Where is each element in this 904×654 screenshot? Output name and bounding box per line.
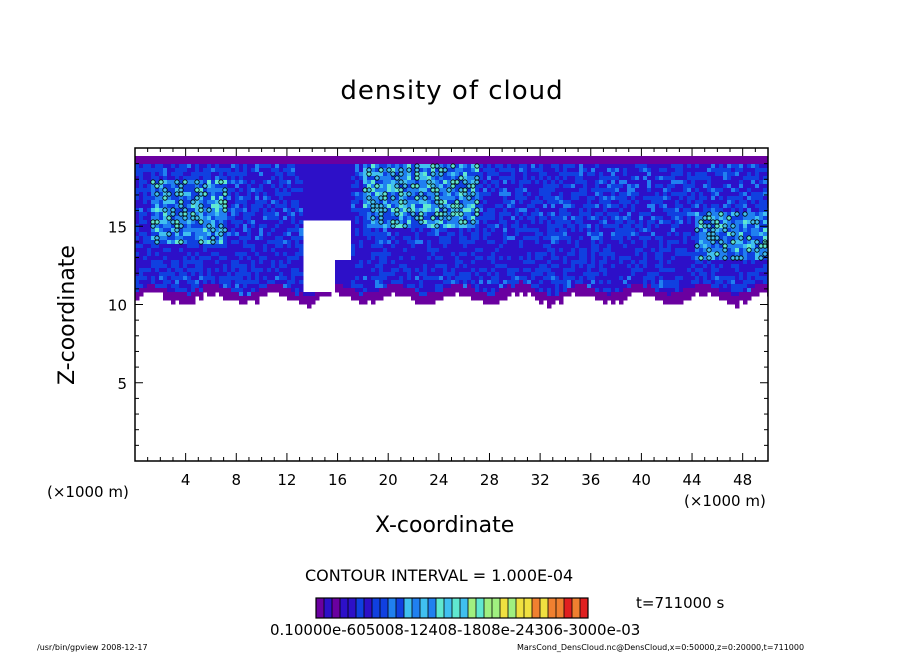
- y-tick-label: 10: [108, 297, 127, 315]
- x-axis-label: X-coordinate: [375, 513, 515, 538]
- x-tick-label: 12: [277, 471, 296, 489]
- y-tick-label: 5: [117, 375, 127, 393]
- y-axis-label: Z-coordinate: [55, 245, 80, 385]
- x-tick-label: 20: [379, 471, 398, 489]
- chart-title: density of cloud: [340, 76, 564, 106]
- colorbar-frame: [315, 597, 589, 619]
- contour-interval-label: CONTOUR INTERVAL = 1.000E-04: [305, 566, 574, 585]
- x-unit-label-right: (×1000 m): [684, 492, 766, 510]
- x-tick-label: 4: [181, 471, 191, 489]
- y-tick-label: 15: [108, 218, 127, 236]
- x-unit-label-left: (×1000 m): [47, 483, 129, 501]
- y-axis: 5 10 15: [108, 163, 768, 446]
- colorbar-labels: 0.10000e-605008-12408-1808e-24306-3000e-…: [270, 621, 641, 639]
- time-label: t=711000 s: [636, 594, 725, 612]
- x-tick-label: 48: [733, 471, 752, 489]
- x-tick-label: 32: [531, 471, 550, 489]
- contour-lines: [150, 163, 768, 261]
- footer-file-info: MarsCond_DensCloud.nc@DensCloud,x=0:5000…: [517, 643, 805, 652]
- x-tick-label: 36: [581, 471, 600, 489]
- colorbar: [315, 597, 589, 619]
- x-tick-label: 8: [232, 471, 242, 489]
- x-axis: 4 8 12 16 20 24 28 32 36 40 44 48: [147, 148, 756, 489]
- x-tick-label: 24: [429, 471, 448, 489]
- x-tick-label: 28: [480, 471, 499, 489]
- cloud-field: [135, 156, 768, 309]
- x-tick-label: 44: [682, 471, 701, 489]
- x-tick-label: 16: [328, 471, 347, 489]
- footer-program-info: /usr/bin/gpview 2008-12-17: [37, 643, 148, 652]
- x-tick-label: 40: [632, 471, 651, 489]
